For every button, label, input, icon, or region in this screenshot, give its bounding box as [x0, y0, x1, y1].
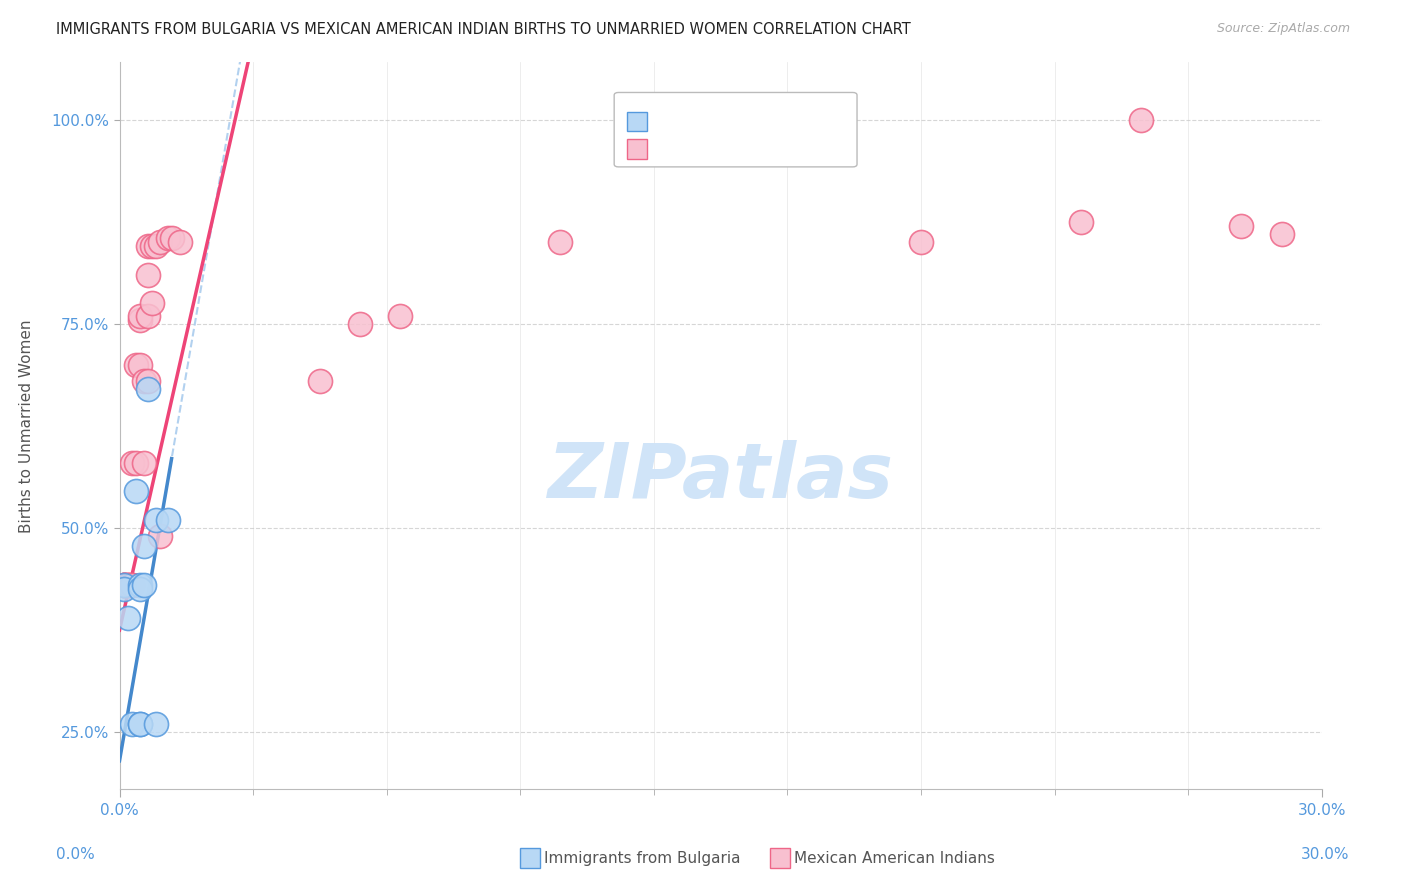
Point	[145, 513, 167, 527]
Point	[136, 268, 159, 282]
Point	[309, 374, 332, 388]
Point	[128, 717, 150, 731]
Point	[124, 484, 146, 499]
Point	[1070, 215, 1092, 229]
Point	[550, 235, 572, 249]
Point	[124, 456, 146, 470]
Point	[128, 717, 150, 731]
Point	[112, 578, 135, 592]
Point	[1130, 112, 1153, 127]
Text: 30.0%: 30.0%	[1302, 847, 1350, 862]
Text: ZIPatlas: ZIPatlas	[547, 440, 894, 514]
Text: Mexican American Indians: Mexican American Indians	[794, 851, 995, 865]
Point	[136, 239, 159, 253]
Text: R = 0.676   N = 39: R = 0.676 N = 39	[655, 142, 811, 156]
Point	[132, 374, 155, 388]
Point	[1271, 227, 1294, 241]
Point	[132, 578, 155, 592]
Point	[121, 717, 143, 731]
Point	[128, 309, 150, 323]
Point	[136, 309, 159, 323]
Point	[156, 513, 179, 527]
Point	[112, 578, 135, 592]
Point	[169, 235, 191, 249]
Point	[112, 578, 135, 592]
Point	[117, 578, 139, 592]
Point	[149, 529, 172, 543]
Point	[112, 578, 135, 592]
Point	[388, 309, 412, 323]
Point	[160, 231, 183, 245]
Point	[128, 582, 150, 597]
Point	[132, 539, 155, 553]
Point	[136, 382, 159, 396]
Point	[121, 578, 143, 592]
Point	[112, 582, 135, 597]
Point	[145, 239, 167, 253]
Point	[141, 296, 163, 310]
Text: Source: ZipAtlas.com: Source: ZipAtlas.com	[1216, 22, 1350, 36]
Text: IMMIGRANTS FROM BULGARIA VS MEXICAN AMERICAN INDIAN BIRTHS TO UNMARRIED WOMEN CO: IMMIGRANTS FROM BULGARIA VS MEXICAN AMER…	[56, 22, 911, 37]
Point	[132, 456, 155, 470]
Point	[910, 235, 932, 249]
Point	[117, 611, 139, 625]
Point	[349, 317, 371, 331]
Text: 0.0%: 0.0%	[56, 847, 96, 862]
Point	[145, 717, 167, 731]
Point	[124, 358, 146, 372]
Point	[121, 578, 143, 592]
Point	[128, 578, 150, 592]
Point	[141, 239, 163, 253]
Point	[117, 578, 139, 592]
Point	[149, 235, 172, 249]
Point	[128, 312, 150, 326]
Point	[112, 578, 135, 592]
Y-axis label: Births to Unmarried Women: Births to Unmarried Women	[20, 319, 34, 533]
Text: R = 0.550   N = 15: R = 0.550 N = 15	[655, 114, 811, 129]
Point	[156, 231, 179, 245]
Text: Immigrants from Bulgaria: Immigrants from Bulgaria	[544, 851, 741, 865]
Point	[1230, 219, 1253, 233]
Point	[121, 456, 143, 470]
Point	[117, 578, 139, 592]
Point	[128, 358, 150, 372]
Point	[112, 578, 135, 592]
Point	[136, 374, 159, 388]
